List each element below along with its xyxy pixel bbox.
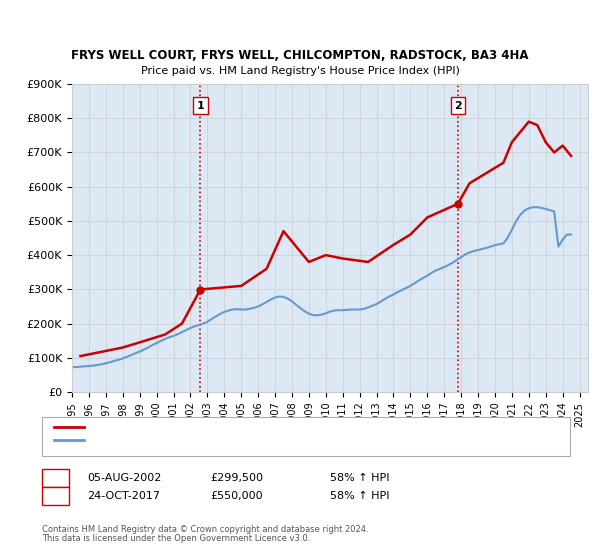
Text: 1: 1 xyxy=(51,472,60,485)
Text: HPI: Average price, detached house, Somerset: HPI: Average price, detached house, Some… xyxy=(87,435,298,444)
Text: 24-OCT-2017: 24-OCT-2017 xyxy=(87,491,160,501)
Text: Contains HM Land Registry data © Crown copyright and database right 2024.: Contains HM Land Registry data © Crown c… xyxy=(42,525,368,534)
Text: £550,000: £550,000 xyxy=(210,491,263,501)
Text: 58% ↑ HPI: 58% ↑ HPI xyxy=(330,491,389,501)
Text: 05-AUG-2002: 05-AUG-2002 xyxy=(87,473,161,483)
Text: 58% ↑ HPI: 58% ↑ HPI xyxy=(330,473,389,483)
Text: 1: 1 xyxy=(197,101,204,110)
Text: 2: 2 xyxy=(51,489,60,503)
Text: This data is licensed under the Open Government Licence v3.0.: This data is licensed under the Open Gov… xyxy=(42,534,310,543)
Text: 2: 2 xyxy=(454,101,462,110)
Text: Price paid vs. HM Land Registry's House Price Index (HPI): Price paid vs. HM Land Registry's House … xyxy=(140,66,460,76)
Text: £299,500: £299,500 xyxy=(210,473,263,483)
Text: FRYS WELL COURT, FRYS WELL, CHILCOMPTON, RADSTOCK, BA3 4HA: FRYS WELL COURT, FRYS WELL, CHILCOMPTON,… xyxy=(71,49,529,62)
Text: FRYS WELL COURT, FRYS WELL, CHILCOMPTON, RADSTOCK, BA3 4HA (detached house): FRYS WELL COURT, FRYS WELL, CHILCOMPTON,… xyxy=(87,423,479,432)
